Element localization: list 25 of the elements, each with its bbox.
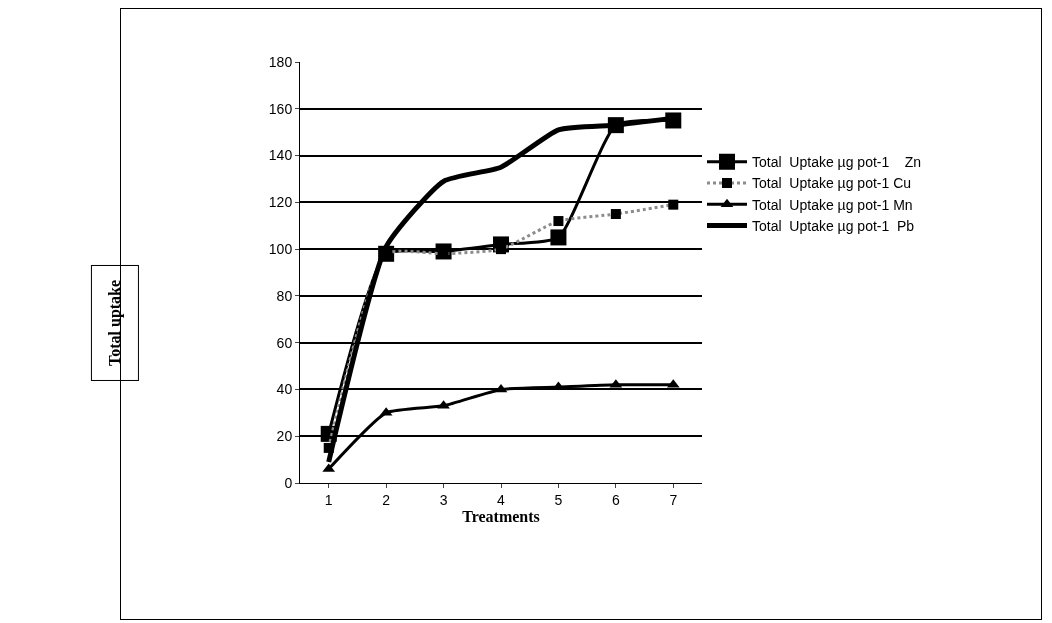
- y-tick-label: 160: [268, 100, 293, 117]
- point: [550, 229, 567, 246]
- legend-label: Total Uptake µg pot-1 Pb: [752, 217, 915, 234]
- y-tick-label: 20: [276, 428, 293, 445]
- y-tick-label: 120: [268, 194, 293, 211]
- y-tick-label: 0: [284, 474, 293, 491]
- y-tick-label: 80: [276, 287, 293, 304]
- x-tick-label: 2: [382, 491, 391, 508]
- legend-label: Total Uptake µg pot-1 Cu: [752, 175, 912, 192]
- y-tick-label: 140: [268, 147, 293, 164]
- legend-label: Total Uptake µg pot-1 Mn: [752, 196, 913, 213]
- y-tick-label: 180: [268, 53, 293, 70]
- text: Total uptake: [105, 279, 124, 366]
- legend-label: Total Uptake µg pot-1 Zn: [752, 154, 922, 171]
- y-tick-label: 100: [268, 241, 293, 258]
- point: [494, 383, 508, 393]
- x-tick-label: 6: [611, 491, 620, 508]
- x-tick-label: 5: [554, 491, 563, 508]
- x-axis-title: Treatments: [462, 508, 540, 526]
- x-tick-label: 7: [669, 491, 678, 508]
- x-tick-label: 1: [324, 491, 333, 508]
- x-tick-label: 3: [439, 491, 448, 508]
- y-tick-label: 40: [276, 381, 293, 398]
- x-tick-label: 4: [497, 491, 506, 508]
- y-tick-label: 60: [276, 334, 293, 351]
